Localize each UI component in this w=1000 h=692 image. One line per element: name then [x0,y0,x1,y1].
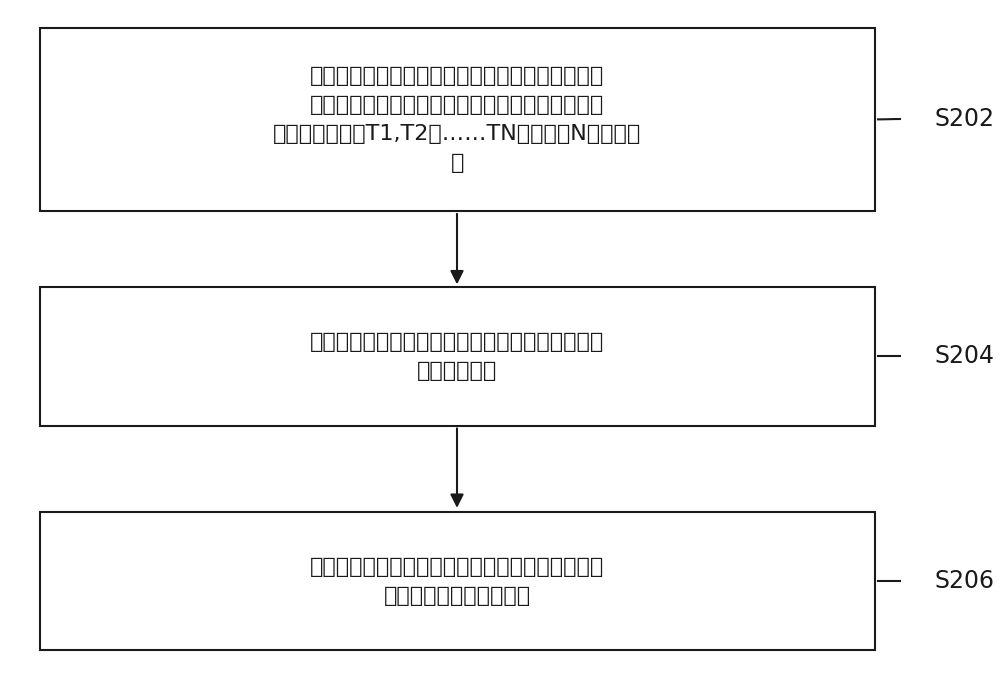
Text: S202: S202 [935,107,995,131]
Text: 数: 数 [451,153,464,173]
Text: S204: S204 [935,345,995,368]
FancyBboxPatch shape [40,28,875,211]
Text: 确定当前时间步长对应的定子磁链轨迹参考值和定: 确定当前时间步长对应的定子磁链轨迹参考值和定 [310,332,605,352]
Text: 子磁链估计值: 子磁链估计值 [417,361,498,381]
Text: 误差控制定子磁链的轨迹: 误差控制定子磁链的轨迹 [384,586,531,606]
Text: 步长，分别记为T1,T2，……TN，其中，N为正自然: 步长，分别记为T1,T2，……TN，其中，N为正自然 [273,124,642,144]
FancyBboxPatch shape [40,512,875,650]
Text: S206: S206 [935,570,995,593]
Text: 将交流电机的逆变器的输出电压的基波周期划分为: 将交流电机的逆变器的输出电压的基波周期划分为 [310,66,605,86]
FancyBboxPatch shape [40,287,875,426]
Text: 多个控制周期，其中，多个控制周期对应多个时间: 多个控制周期，其中，多个控制周期对应多个时间 [310,95,605,115]
Text: 基于定子磁链估计值和定子磁链轨迹参考值之间的: 基于定子磁链估计值和定子磁链轨迹参考值之间的 [310,557,605,576]
